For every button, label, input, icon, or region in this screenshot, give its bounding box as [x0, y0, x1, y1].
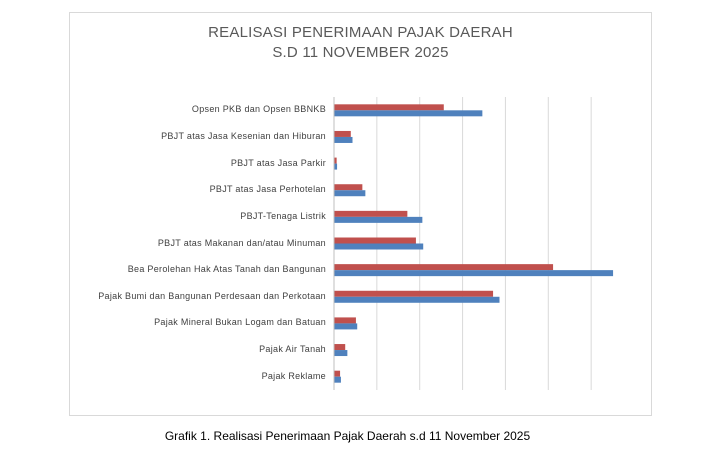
category-label: Pajak Bumi dan Bangunan Perdesaan dan Pe… [98, 290, 326, 301]
bar-series-1-7 [334, 290, 494, 297]
category-label: Opsen PKB dan Opsen BBNKB [191, 104, 326, 115]
bar-series-2-0 [334, 110, 483, 117]
bar-series-1-4 [334, 210, 408, 217]
bar-series-1-2 [334, 157, 337, 164]
bar-series-1-6 [334, 264, 554, 271]
bar-series-2-3 [334, 190, 366, 197]
bar-series-1-10 [334, 370, 341, 377]
bar-series-1-1 [334, 130, 351, 137]
bar-series-2-8 [334, 323, 358, 330]
category-label: PBJT atas Jasa Parkir [230, 157, 326, 168]
bar-series-2-10 [334, 376, 341, 383]
category-label: PBJT-Tenaga Listrik [240, 210, 326, 221]
bar-series-2-4 [334, 216, 423, 223]
category-label: Pajak Mineral Bukan Logam dan Batuan [154, 317, 326, 328]
bar-series-2-6 [334, 270, 614, 277]
category-label: Bea Perolehan Hak Atas Tanah dan Banguna… [127, 264, 326, 275]
bar-series-1-9 [334, 344, 346, 351]
bar-series-1-8 [334, 317, 356, 324]
chart-subtitle: S.D 11 NOVEMBER 2025 [272, 44, 449, 61]
category-label: PBJT atas Jasa Perhotelan [209, 184, 326, 195]
bar-series-1-5 [334, 237, 416, 244]
bar-series-1-0 [334, 104, 444, 111]
bar-series-2-5 [334, 243, 424, 250]
chart-title: REALISASI PENERIMAAN PAJAK DAERAH [208, 24, 513, 41]
category-label: PBJT atas Makanan dan/atau Minuman [157, 237, 326, 248]
figure-caption: Grafik 1. Realisasi Penerimaan Pajak Dae… [164, 429, 531, 443]
bar-series-2-2 [334, 163, 338, 170]
bar-series-2-7 [334, 296, 500, 303]
bar-series-1-3 [334, 184, 363, 191]
category-label: Pajak Reklame [261, 370, 326, 381]
category-label: Pajak Air Tanah [259, 344, 326, 355]
bar-series-2-9 [334, 350, 348, 357]
category-label: PBJT atas Jasa Kesenian dan Hiburan [161, 130, 326, 141]
bar-series-2-1 [334, 136, 353, 143]
